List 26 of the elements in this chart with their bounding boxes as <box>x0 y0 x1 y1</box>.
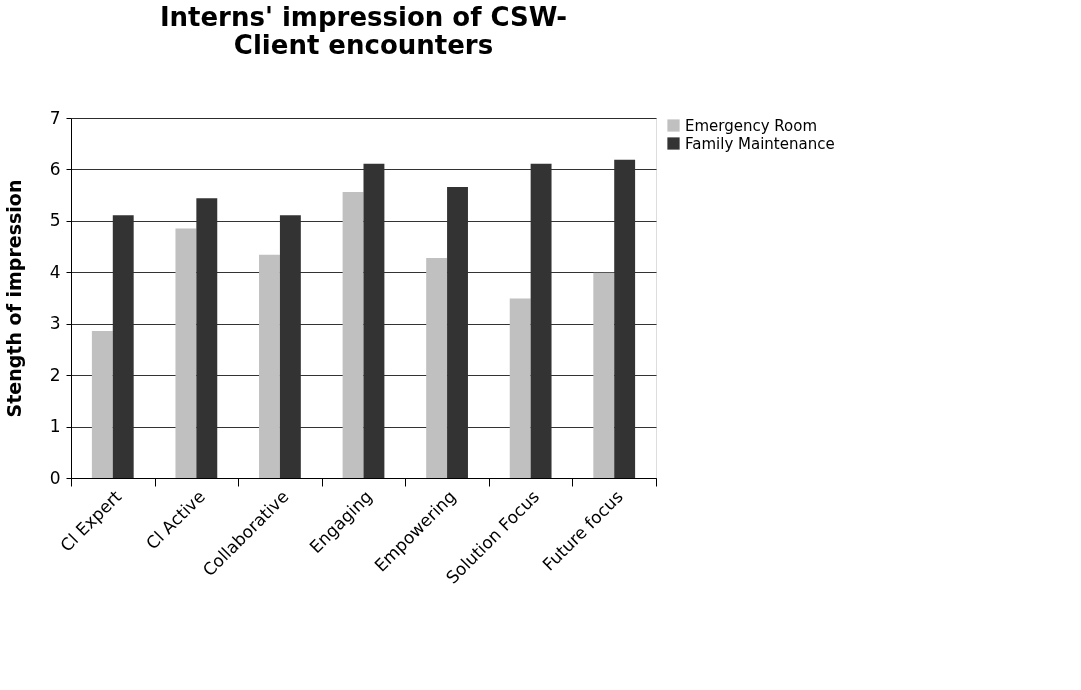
chart-title: Interns' impression of CSW-Client encounters <box>159 2 568 60</box>
bar <box>279 215 301 478</box>
bar <box>342 192 364 478</box>
legend-label: Family Maintenance <box>685 134 835 153</box>
legend-label: Emergency Room <box>685 116 818 135</box>
y-tick-label: 6 <box>49 158 61 179</box>
bar <box>426 257 448 478</box>
y-tick-label: 1 <box>49 416 61 437</box>
bar <box>509 298 531 478</box>
bar <box>447 186 468 478</box>
y-tick-label: 4 <box>49 261 61 282</box>
bar <box>530 163 552 478</box>
bar <box>593 272 615 478</box>
bar <box>91 330 113 478</box>
bar <box>175 228 197 478</box>
y-tick-label: 0 <box>49 467 61 488</box>
bar <box>614 159 636 478</box>
y-tick-label: 2 <box>49 364 61 385</box>
y-tick-label: 3 <box>49 313 61 334</box>
bar <box>363 163 385 478</box>
bar <box>112 215 134 478</box>
y-axis-title: Stength of impression <box>2 179 25 418</box>
bar <box>259 254 280 478</box>
y-tick-label: 7 <box>49 107 61 128</box>
bar <box>196 198 218 478</box>
y-tick-label: 5 <box>49 210 61 231</box>
